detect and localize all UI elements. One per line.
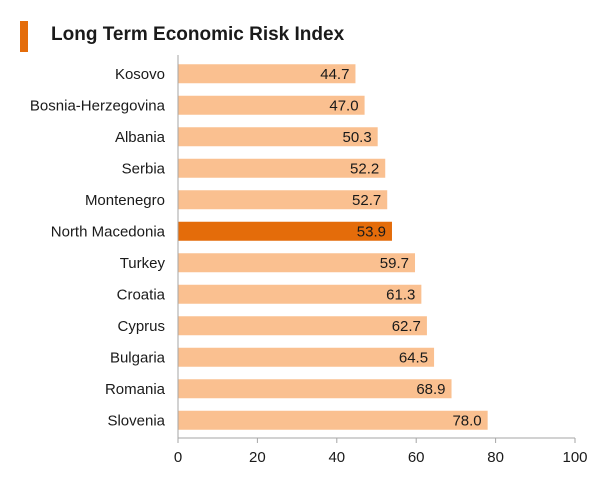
category-label: Croatia — [117, 286, 166, 303]
bar-kosovo — [178, 64, 356, 84]
data-label: 64.5 — [399, 349, 428, 366]
category-label: Slovenia — [107, 412, 165, 429]
data-label: 44.7 — [320, 66, 349, 83]
bar-montenegro — [178, 190, 388, 210]
category-label: Bulgaria — [110, 349, 166, 366]
data-label: 68.9 — [416, 381, 445, 398]
bar-bulgaria — [178, 347, 435, 367]
x-tick-label: 20 — [249, 449, 266, 466]
category-label: Cyprus — [117, 318, 165, 335]
data-label: 52.2 — [350, 160, 379, 177]
data-label: 61.3 — [386, 286, 415, 303]
category-label: Turkey — [120, 255, 166, 272]
x-tick-label: 0 — [174, 449, 182, 466]
category-label: Bosnia-Herzegovina — [30, 97, 166, 114]
x-tick-label: 80 — [487, 449, 504, 466]
category-label: Romania — [105, 381, 166, 398]
category-label: Serbia — [122, 160, 166, 177]
x-tick-label: 40 — [328, 449, 345, 466]
category-label: Montenegro — [85, 192, 165, 209]
data-label: 47.0 — [329, 97, 358, 114]
data-label: 52.7 — [352, 192, 381, 209]
data-label: 62.7 — [392, 318, 421, 335]
bar-bosnia-herzegovina — [178, 95, 365, 115]
data-label: 78.0 — [452, 412, 481, 429]
bar-romania — [178, 379, 452, 399]
data-label: 50.3 — [342, 129, 371, 146]
chart-title: Long Term Economic Risk Index — [51, 24, 345, 45]
bar-croatia — [178, 284, 422, 304]
data-label: 59.7 — [380, 255, 409, 272]
bar-cyprus — [178, 316, 427, 336]
category-label: Kosovo — [115, 66, 165, 83]
x-tick-label: 60 — [408, 449, 425, 466]
bar-north-macedonia — [178, 221, 392, 241]
data-label: 53.9 — [357, 223, 386, 240]
bar-slovenia — [178, 410, 488, 430]
bar-turkey — [178, 253, 416, 273]
bar-serbia — [178, 158, 386, 178]
category-label: Albania — [115, 129, 166, 146]
category-label: North Macedonia — [51, 223, 166, 240]
title-accent-bar — [20, 21, 28, 52]
bar-albania — [178, 127, 378, 147]
x-tick-label: 100 — [562, 449, 587, 466]
